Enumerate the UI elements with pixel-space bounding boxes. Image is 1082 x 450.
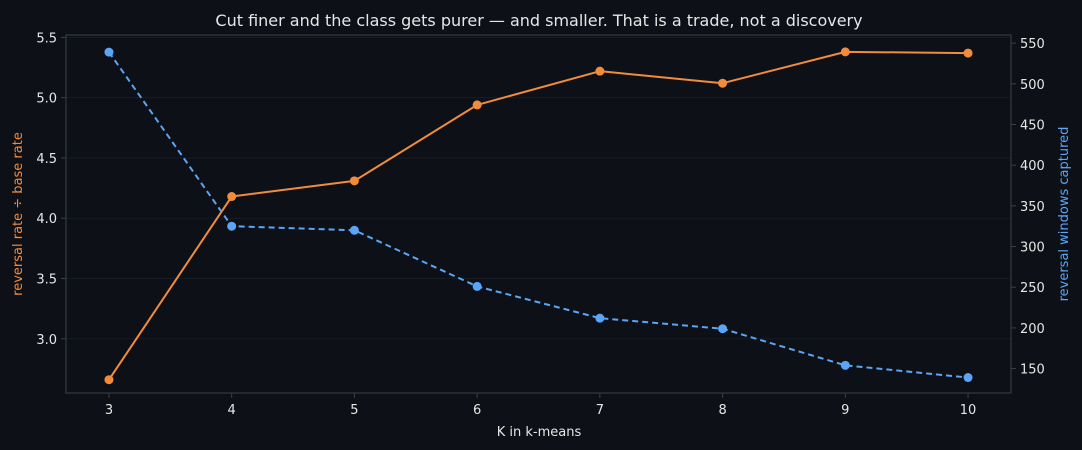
data-point-left: [718, 78, 728, 88]
y-right-tick-label: 500: [1020, 78, 1045, 93]
y-right-tick-label: 300: [1020, 241, 1045, 256]
data-point-left: [349, 176, 359, 186]
x-tick-label: 10: [960, 403, 977, 418]
y-left-tick-label: 5.0: [36, 92, 57, 107]
ticks: 3 4 5 6 7 8 9 10 3.0 3.5 4.0 4.5 5.0 5.5 150 200 250 300 3…: [36, 31, 1045, 418]
data-point-right: [595, 313, 605, 323]
series-line-right: [108, 51, 969, 379]
y-right-tick-label: 200: [1020, 322, 1045, 337]
y-right-tick-label: 350: [1020, 200, 1045, 215]
series-line-left: [108, 50, 969, 381]
data-point-left: [472, 100, 482, 110]
y-right-tick-label: 150: [1020, 363, 1045, 378]
y-right-tick-label: 250: [1020, 281, 1045, 296]
grid: [66, 36, 1011, 340]
data-point-right: [840, 360, 850, 370]
data-point-left: [963, 48, 973, 58]
y-right-tick-label: 400: [1020, 159, 1045, 174]
y-right-tick-label: 450: [1020, 119, 1045, 134]
data-point-right: [718, 324, 728, 334]
data-point-right: [104, 47, 114, 57]
data-point-right: [963, 373, 973, 383]
data-point-left: [104, 375, 114, 385]
x-tick-label: 3: [105, 403, 113, 418]
data-point-right: [349, 225, 359, 235]
y-left-tick-label: 5.5: [36, 31, 57, 46]
y-right-tick-label: 550: [1020, 37, 1045, 52]
y-left-tick-label: 4.0: [36, 212, 57, 227]
data-point-right: [227, 221, 237, 231]
y-left-tick-label: 4.5: [36, 152, 57, 167]
data-point-right: [472, 281, 482, 291]
y-left-tick-label: 3.5: [36, 272, 57, 287]
data-point-left: [595, 66, 605, 76]
x-axis-label: K in k-means: [497, 425, 582, 440]
y-axis-right-label: reversal windows captured: [1057, 127, 1072, 302]
y-left-tick-label: 3.0: [36, 333, 57, 348]
data-point-left: [227, 192, 237, 202]
plot-frame: [65, 34, 1012, 394]
x-tick-label: 9: [841, 403, 849, 418]
x-tick-label: 6: [473, 403, 481, 418]
series: [104, 47, 973, 385]
chart-title: Cut finer and the class gets purer — and…: [215, 11, 862, 30]
x-tick-label: 4: [228, 403, 236, 418]
y-axis-left-label: reversal rate ÷ base rate: [11, 132, 26, 296]
data-point-left: [840, 47, 850, 57]
x-tick-label: 7: [596, 403, 604, 418]
x-tick-label: 5: [350, 403, 358, 418]
x-tick-label: 8: [718, 403, 726, 418]
